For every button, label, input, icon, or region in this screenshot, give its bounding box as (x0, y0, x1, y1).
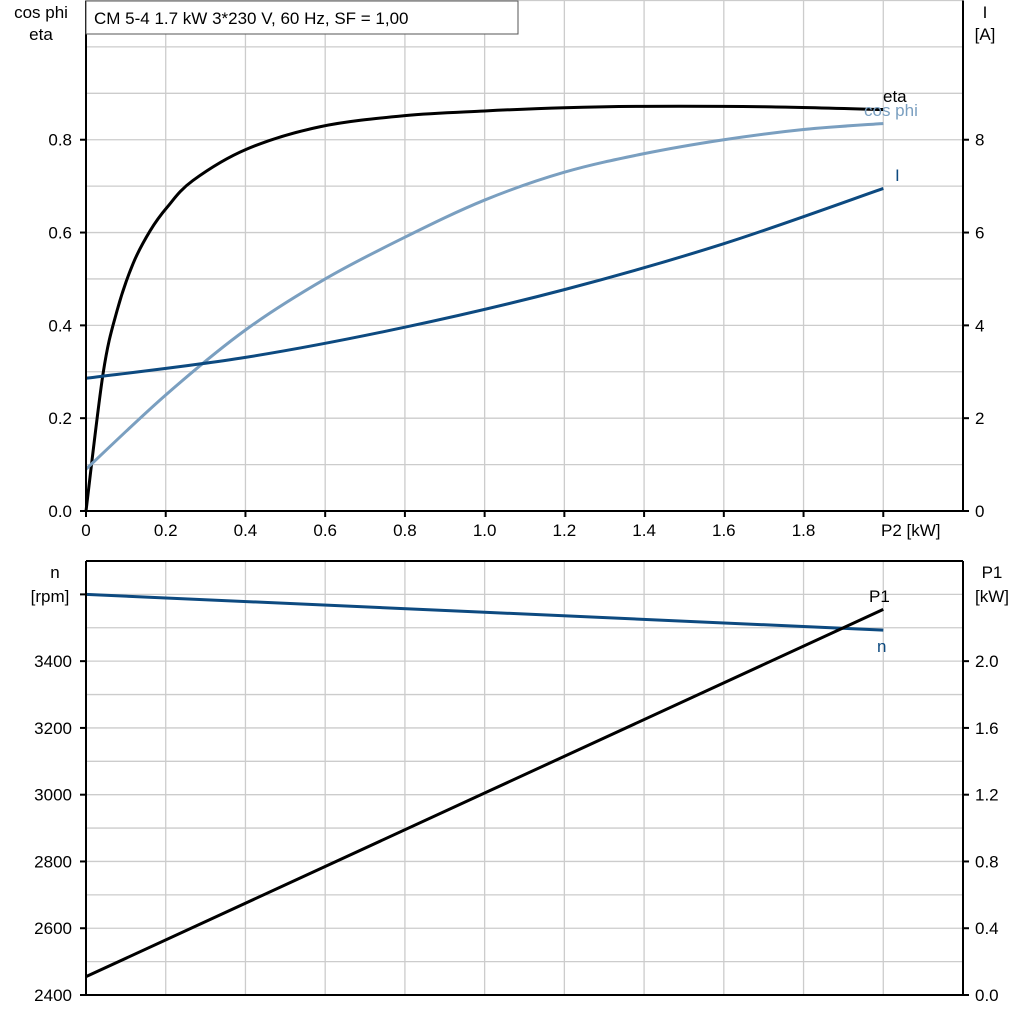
y-tick-label-right: 0.0 (975, 986, 999, 1005)
series-label-eta: eta (883, 87, 907, 106)
top-grid (86, 0, 963, 511)
x-tick-label: 0.8 (393, 521, 417, 540)
x-tick-label: 1.0 (473, 521, 497, 540)
y-tick-label-right: 2.0 (975, 652, 999, 671)
x-tick-label: 1.4 (632, 521, 656, 540)
y-tick-label-right: 0.4 (975, 919, 999, 938)
x-tick-label: 1.8 (792, 521, 816, 540)
top-left-axis-label-2: eta (29, 25, 53, 44)
axes (80, 0, 969, 996)
bottom-right-axis-label-2: [kW] (975, 587, 1009, 606)
y-tick-label-right: 4 (975, 316, 984, 335)
series-line-eta (84, 104, 884, 512)
x-tick-label: 0.2 (154, 521, 178, 540)
series-line-cos-phi (84, 121, 884, 471)
y-tick-label-right: 0 (975, 502, 984, 521)
top-right-axis-label-2: [A] (975, 25, 996, 44)
y-tick-label-right: 1.6 (975, 719, 999, 738)
y-tick-label-left: 0.4 (48, 316, 72, 335)
x-tick-label: 0.4 (234, 521, 258, 540)
series-label-cos-phi: cos phi (864, 101, 918, 120)
y-tick-label-left: 3400 (34, 652, 72, 671)
x-tick-label: 1.6 (712, 521, 736, 540)
top-left-axis-label-1: cos phi (14, 3, 68, 22)
y-tick-label-left: 0.2 (48, 409, 72, 428)
series-label-p1: P1 (869, 587, 890, 606)
y-tick-label-left: 3000 (34, 786, 72, 805)
y-tick-label-right: 2 (975, 409, 984, 428)
series-line-p1 (85, 608, 884, 979)
y-tick-label-right: 6 (975, 224, 984, 243)
y-tick-label-left: 2800 (34, 852, 72, 871)
y-tick-label-left: 2600 (34, 919, 72, 938)
bottom-grid (86, 560, 963, 995)
x-tick-label: 0.6 (313, 521, 337, 540)
chart-title: CM 5-4 1.7 kW 3*230 V, 60 Hz, SF = 1,00 (94, 9, 409, 28)
y-tick-label-right: 1.2 (975, 786, 999, 805)
x-axis-label: P2 [kW] (881, 521, 941, 540)
y-tick-label-left: 2400 (34, 986, 72, 1005)
x-tick-label: 1.2 (553, 521, 577, 540)
series-label-current: I (895, 166, 900, 185)
y-tick-label-right: 8 (975, 131, 984, 150)
title-box (85, 0, 519, 35)
y-tick-label-left: 0.6 (48, 224, 72, 243)
tick-labels: 0.0 0 0.2 2 0.4 4 0.6 6 0.8 8 0 0.2 0.4 0.6 0.8 1.0 1.2 1… (34, 131, 998, 1005)
bottom-right-axis-label-1: P1 (982, 563, 1003, 582)
y-tick-label-left: 0.0 (48, 502, 72, 521)
series-label-n: n (877, 637, 886, 656)
bottom-left-axis-label-2: [rpm] (31, 587, 70, 606)
top-right-axis-label-1: I (983, 3, 988, 22)
series-line-i (85, 187, 884, 380)
series-line-n (85, 592, 884, 632)
y-tick-label-left: 0.8 (48, 131, 72, 150)
x-tick-label: 0 (81, 521, 90, 540)
bottom-left-axis-label-1: n (50, 563, 59, 582)
y-tick-label-left: 3200 (34, 719, 72, 738)
curves (84, 104, 884, 979)
y-tick-label-right: 0.8 (975, 852, 999, 871)
